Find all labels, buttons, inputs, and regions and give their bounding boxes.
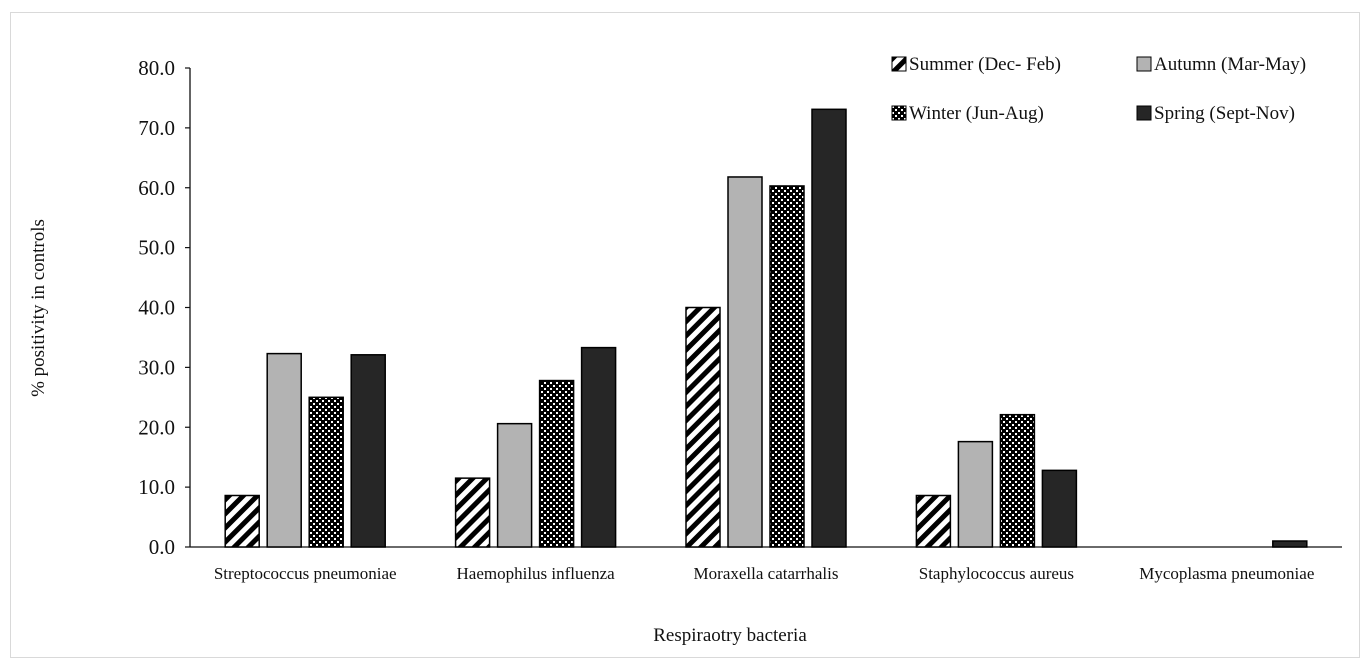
x-tick-label: Mycoplasma pneumoniae — [1139, 564, 1314, 583]
bar-spring-4 — [1272, 540, 1308, 548]
x-axis-title: Respiraotry bacteria — [653, 625, 807, 646]
bar-winter-0 — [308, 396, 344, 548]
bar-winter-1 — [538, 379, 575, 548]
y-tick-label: 60.0 — [138, 176, 175, 200]
x-tick-label: Haemophilus influenza — [457, 564, 616, 583]
bar-spring-0 — [350, 354, 386, 548]
y-tick-label: 0.0 — [149, 535, 175, 559]
y-tick-label: 50.0 — [138, 236, 175, 260]
chart-frame — [10, 12, 1360, 658]
legend-swatch — [1136, 56, 1152, 72]
y-tick-label: 80.0 — [138, 56, 175, 80]
y-tick-label: 30.0 — [138, 355, 175, 379]
x-tick-label: Staphylococcus aureus — [919, 564, 1074, 583]
bar-autumn-1 — [496, 422, 533, 548]
y-tick-label: 70.0 — [138, 116, 175, 140]
bar-summer-1 — [454, 477, 491, 548]
bar-autumn-0 — [266, 352, 302, 548]
bar-summer-3 — [915, 494, 952, 548]
bar-summer-0 — [224, 494, 260, 548]
bar-summer-2 — [685, 306, 721, 548]
bar-autumn-2 — [727, 176, 763, 548]
x-tick-label: Moraxella catarrhalis — [694, 564, 839, 583]
y-tick-label: 40.0 — [138, 296, 175, 320]
bar-winter-2 — [769, 185, 805, 548]
legend: Summer (Dec- Feb) Autumn (Mar-May) Winter … — [891, 54, 1306, 124]
legend-label: Spring (Sept-Nov) — [1154, 103, 1295, 124]
bar-spring-2 — [811, 108, 847, 548]
legend-swatch — [1136, 105, 1152, 121]
legend-swatch — [891, 56, 907, 72]
legend-label: Autumn (Mar-May) — [1154, 54, 1306, 75]
legend-label: Summer (Dec- Feb) — [909, 54, 1061, 75]
x-tick-label: Streptococcus pneumoniae — [214, 564, 397, 583]
legend-swatch — [891, 105, 907, 121]
y-axis-title: % positivity in controls — [28, 219, 49, 397]
bar-autumn-3 — [957, 440, 994, 548]
y-tick-label: 10.0 — [138, 475, 175, 499]
bar-spring-1 — [580, 346, 617, 548]
legend-label: Winter (Jun-Aug) — [909, 103, 1044, 124]
bar-winter-3 — [999, 413, 1036, 548]
y-tick-label: 20.0 — [138, 415, 175, 439]
bar-spring-3 — [1041, 469, 1078, 548]
